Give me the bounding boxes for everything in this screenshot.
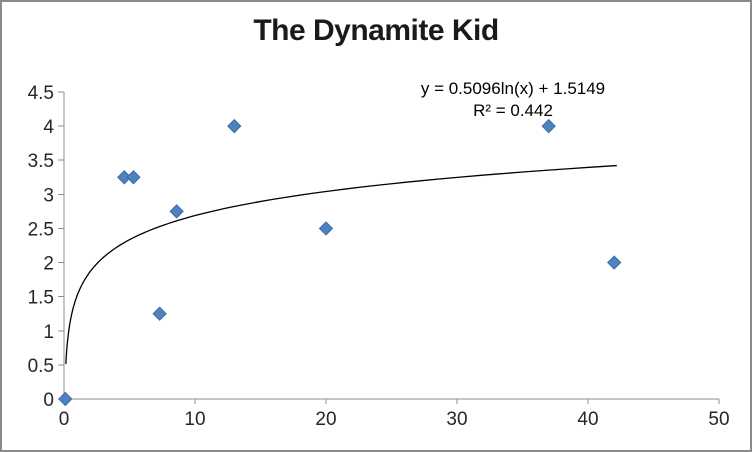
y-axis-tick-label: 4.5 [28, 83, 54, 104]
x-axis-tick-label: 50 [708, 409, 729, 430]
y-axis-tick-label: 4 [43, 117, 54, 138]
y-axis-tick-label: 2.5 [28, 219, 54, 240]
x-axis-tick-label: 40 [577, 409, 598, 430]
y-axis-tick-label: 2 [43, 254, 54, 275]
chart-title: The Dynamite Kid [253, 14, 499, 47]
data-point-marker [227, 118, 242, 134]
y-axis-tick-label: 0.5 [28, 356, 54, 377]
data-point-marker [169, 204, 184, 219]
x-axis-tick-label: 30 [446, 409, 467, 430]
y-axis-tick-label: 1.5 [28, 288, 54, 309]
y-axis-tick-label: 3.5 [28, 151, 54, 172]
data-point-marker [318, 221, 334, 236]
y-axis-tick-label: 3 [43, 185, 54, 206]
y-axis-tick-label: 0 [43, 390, 54, 411]
trendline-annotation: y = 0.5096ln(x) + 1.5149 R² = 0.442 [401, 78, 625, 122]
data-point-marker [606, 255, 622, 270]
trendline-equation: y = 0.5096ln(x) + 1.5149 [420, 79, 606, 98]
x-axis-tick-label: 20 [315, 409, 336, 430]
trendline-curve [65, 164, 617, 365]
data-point-marker [58, 391, 73, 407]
r-squared-label: R² = 0.442 [473, 101, 553, 120]
y-axis-tick-label: 1 [43, 322, 54, 343]
data-point-marker [152, 306, 167, 321]
data-point-marker [541, 118, 556, 134]
x-axis-tick-label: 10 [184, 409, 205, 430]
x-axis-tick-label: 0 [59, 409, 70, 430]
data-point-marker [126, 170, 141, 185]
